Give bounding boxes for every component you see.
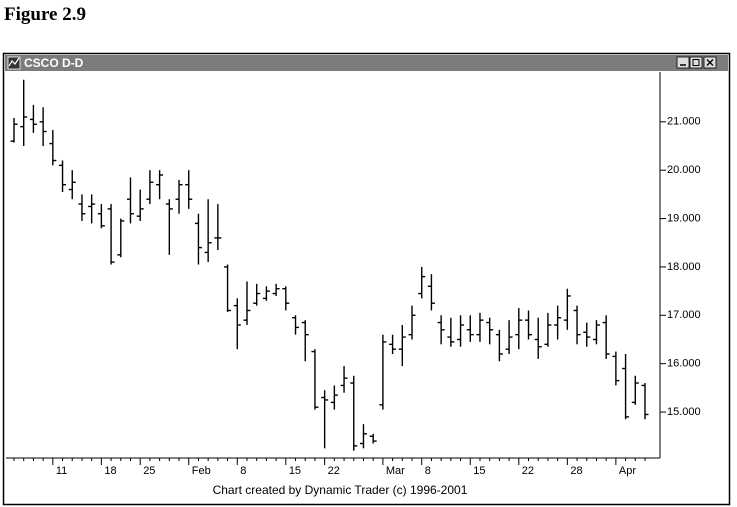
x-tick-label: 22 (522, 465, 534, 477)
x-tick-label: 18 (104, 465, 116, 477)
title-bar (5, 55, 728, 71)
x-tick-label: 8 (240, 465, 246, 477)
x-tick-label: 8 (425, 465, 431, 477)
window-icon (7, 56, 21, 70)
x-tick-label: 25 (143, 465, 155, 477)
y-tick-label: 19.000 (667, 212, 701, 224)
x-tick-label: Mar (386, 465, 405, 477)
y-tick-label: 21.000 (667, 116, 701, 128)
footer: Chart created by Dynamic Trader (c) 1996… (213, 483, 468, 497)
window-title: CSCO D-D (24, 56, 84, 70)
minimize-button[interactable] (676, 56, 690, 69)
x-tick-label: 22 (328, 465, 340, 477)
x-tick-label: 15 (473, 465, 485, 477)
y-tick-label: 16.000 (667, 358, 701, 370)
x-tick-label: Apr (619, 465, 636, 477)
y-tick-label: 18.000 (667, 261, 701, 273)
x-tick-label: Feb (192, 465, 211, 477)
y-tick-label: 17.000 (667, 309, 701, 321)
figure-label: Figure 2.9 (4, 4, 86, 25)
window-buttons[interactable] (676, 56, 717, 69)
window-frame (2, 52, 731, 506)
x-tick-label: 11 (56, 465, 67, 477)
y-tick-label: 15.000 (667, 406, 701, 418)
y-tick-label: 20.000 (667, 164, 701, 176)
x-tick-label: 15 (289, 465, 301, 477)
x-tick-label: 28 (570, 465, 582, 477)
maximize-button[interactable] (689, 56, 703, 69)
